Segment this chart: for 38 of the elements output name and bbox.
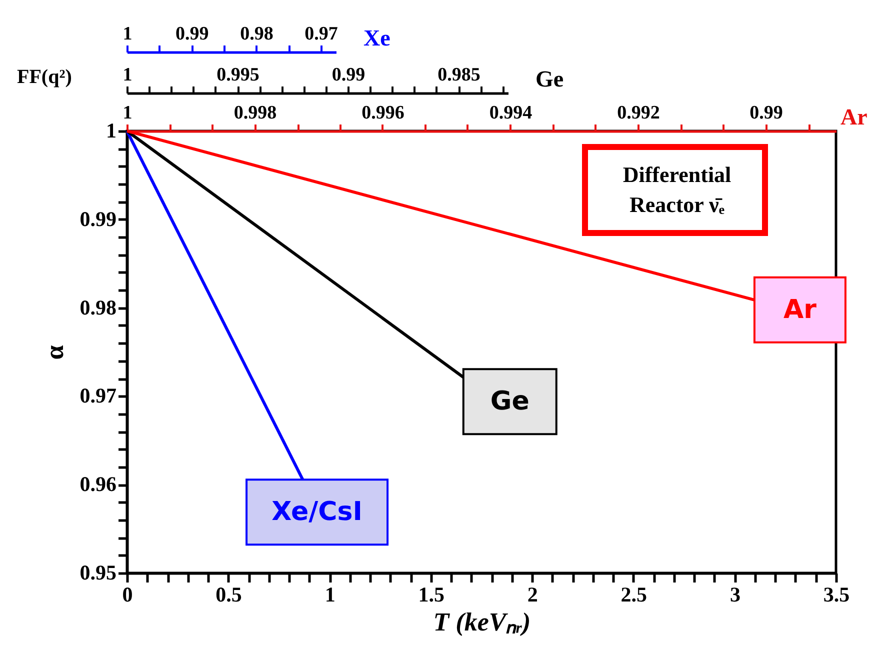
x-tick-label: 2.5 — [620, 582, 648, 606]
y-tick-label: 0.95 — [80, 560, 116, 584]
y-tick-label: 0.97 — [80, 384, 116, 408]
y-tick-label: 0.96 — [80, 472, 116, 496]
x-axis-title: T (keVₙᵣ) — [433, 608, 531, 636]
y-tick-label: 1 — [106, 118, 116, 142]
x-tick-label: 1.5 — [418, 582, 444, 606]
y-axis-title: α — [40, 344, 69, 360]
x-tick-label: 1 — [324, 582, 336, 606]
x-tick-label: 3.5 — [823, 582, 850, 606]
text: 0.98 — [240, 24, 274, 44]
y-tick-label: 0.99 — [80, 206, 116, 231]
annotation: Differential Reactor ν̄ₑ — [622, 162, 732, 217]
x2-tick-label: 0.996 — [362, 102, 404, 124]
x2-axis-title: Ar — [840, 104, 868, 130]
x2-tick-label: 0.99 — [750, 102, 783, 124]
series-label: Ar — [783, 294, 817, 325]
x-tick-label: 0 — [122, 582, 133, 606]
text: 1 — [122, 24, 132, 44]
x-tick-label: 0.5 — [216, 582, 242, 606]
text: 1 — [122, 64, 132, 86]
text: Xe — [364, 26, 390, 50]
x-tick-label: 2 — [527, 582, 538, 606]
series-label: Xe/CsI — [272, 497, 362, 528]
text: 0.99 — [332, 64, 366, 86]
text: Ge — [536, 66, 564, 92]
y-tick-label: 0.98 — [80, 295, 116, 320]
x2-tick-label: 0.994 — [489, 102, 533, 124]
x2-tick-label: 1 — [122, 102, 132, 124]
x-tick-label: 3 — [730, 582, 740, 606]
text: 0.995 — [216, 64, 260, 86]
text: 0.99 — [175, 24, 209, 44]
x2-tick-label: 0.992 — [617, 102, 660, 124]
x2-tick-label: 0.998 — [234, 102, 277, 124]
text: 0.97 — [304, 24, 338, 44]
text: 0.985 — [438, 64, 480, 86]
series-label: Ge — [490, 386, 530, 417]
text: FF(q²) — [17, 66, 72, 88]
